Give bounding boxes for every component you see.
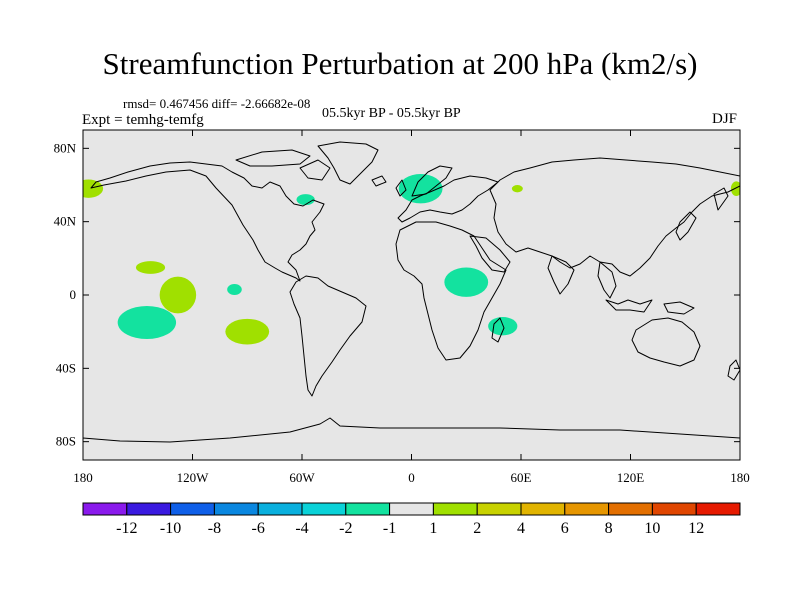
colorbar-swatch (170, 502, 215, 516)
colorbar-label: -4 (295, 520, 308, 537)
colorbar-label: 4 (517, 520, 525, 537)
chart-title: Streamfunction Perturbation at 200 hPa (… (102, 46, 698, 81)
coastline-japan (675, 211, 697, 241)
colorbar-swatch (301, 502, 347, 516)
lon-tick-label: 120W (177, 470, 210, 485)
colorbar-label: 1 (429, 520, 437, 537)
experiment-label: Expt = temhg-temfg (82, 112, 204, 128)
stats-line: rmsd= 0.467456 diff= -2.66682e-08 (123, 96, 311, 111)
coastline-sumatra-borneo (605, 299, 653, 313)
coastline-north-america (90, 161, 325, 282)
anomaly-patch-negative (296, 194, 315, 206)
period-label: 05.5kyr BP - 05.5kyr BP (322, 106, 461, 121)
coastline-australia (631, 317, 701, 367)
lon-tick-label: 60W (289, 470, 315, 485)
coastline-kamchatka (713, 187, 729, 211)
colorbar-swatch (82, 502, 128, 516)
colorbar-swatch (257, 502, 303, 516)
colorbar-swatch (476, 502, 522, 516)
anomaly-patch-negative (227, 284, 242, 295)
anomaly-patch-positive (83, 179, 104, 198)
anomaly-patch-positive (511, 185, 523, 193)
anomaly-patch-negative (444, 267, 489, 297)
anomaly-patches (83, 174, 740, 345)
colorbar-swatch (651, 502, 697, 516)
colorbar-swatch (345, 502, 391, 516)
colorbar-label: -12 (116, 520, 137, 537)
lat-tick-label: 40S (56, 360, 76, 375)
coastline-arabia (469, 235, 511, 273)
coastline-india (547, 255, 575, 295)
lat-tick-label: 0 (70, 287, 77, 302)
colorbar-label: 12 (688, 520, 704, 537)
anomaly-patch-negative (398, 174, 443, 204)
anomaly-patch-positive (135, 261, 166, 274)
anomaly-patch-negative (117, 306, 177, 339)
lat-tick-label: 80N (54, 140, 77, 155)
anomaly-patch-positive (225, 318, 270, 345)
coastline-baffin (299, 159, 331, 181)
longitude-axis: 180 120W 60W 0 60E 120E 180 (73, 130, 750, 485)
colorbar-swatch (608, 502, 653, 516)
coastline-canadian-arctic (235, 149, 311, 167)
colorbar-label: -2 (339, 520, 352, 537)
colorbar-label: -1 (383, 520, 396, 537)
coastline-madagascar (491, 317, 505, 343)
lon-tick-label: 180 (73, 470, 93, 485)
anomaly-patch-positive (159, 276, 197, 314)
coastline-south-america (289, 275, 367, 397)
coastline-indochina (597, 261, 617, 299)
colorbar-label: 6 (561, 520, 569, 537)
coastline-africa (395, 221, 507, 361)
colorbar-label: -6 (252, 520, 265, 537)
coastline-scandinavia (411, 165, 453, 197)
latitude-axis: 80N 40N 0 40S 80S (54, 140, 740, 449)
colorbar-swatch (520, 502, 566, 516)
colorbar-swatch (695, 502, 741, 516)
colorbar-label: 2 (473, 520, 481, 537)
coastline-greenland (317, 141, 379, 185)
lon-tick-label: 180 (730, 470, 750, 485)
coastline-new-guinea (663, 301, 695, 315)
lon-tick-label: 60E (511, 470, 532, 485)
colorbar: -12 -10 -8 -6 -4 -2 -1 1 2 4 6 8 10 12 (82, 502, 741, 537)
colorbar-swatch (432, 502, 478, 516)
colorbar-swatch (213, 502, 259, 516)
colorbar-label: -10 (160, 520, 181, 537)
colorbar-label: 8 (605, 520, 613, 537)
coastline-british-isles (395, 179, 407, 197)
colorbar-swatch (564, 502, 610, 516)
colorbar-swatch (126, 502, 172, 516)
colorbar-label: -8 (208, 520, 221, 537)
coastline-antarctica (83, 417, 740, 460)
coastline-new-zealand (727, 359, 740, 381)
coastlines (83, 141, 740, 460)
coastline-iceland (371, 175, 387, 187)
season-label: DJF (712, 111, 738, 127)
colorbar-swatch (389, 502, 434, 516)
lat-tick-label: 40N (54, 214, 77, 229)
lon-tick-label: 120E (617, 470, 645, 485)
colorbar-label: 10 (644, 520, 660, 537)
coastline-asia (489, 157, 740, 277)
lat-tick-label: 80S (56, 434, 76, 449)
lon-tick-label: 0 (408, 470, 415, 485)
